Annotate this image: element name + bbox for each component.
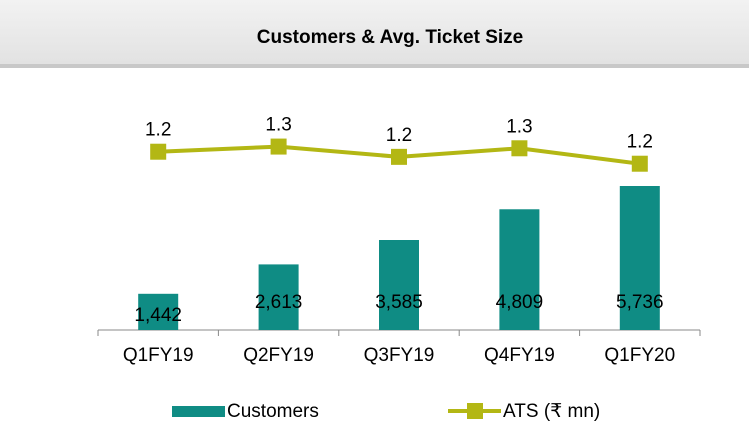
bar bbox=[619, 186, 660, 330]
bar-value-label: 2,613 bbox=[255, 292, 303, 313]
x-tick-label: Q2FY19 bbox=[243, 345, 314, 366]
legend-label: ATS (₹ mn) bbox=[503, 401, 600, 422]
header-shadow bbox=[0, 64, 749, 68]
x-tick-label: Q1FY20 bbox=[604, 345, 675, 366]
bar-value-label: 4,809 bbox=[496, 292, 544, 313]
x-tick-label: Q4FY19 bbox=[484, 345, 555, 366]
header-band bbox=[0, 0, 749, 64]
bar-value-label: 3,585 bbox=[375, 292, 423, 313]
line-marker bbox=[270, 138, 287, 155]
line-value-label: 1.3 bbox=[506, 116, 532, 137]
line-value-label: 1.2 bbox=[145, 120, 171, 141]
bar bbox=[379, 240, 419, 330]
bar-value-label: 1,442 bbox=[134, 305, 182, 326]
x-tick-label: Q1FY19 bbox=[123, 345, 194, 366]
line-marker bbox=[150, 143, 167, 160]
legend-swatch bbox=[172, 406, 225, 417]
line-value-label: 1.3 bbox=[265, 115, 291, 136]
line-value-label: 1.2 bbox=[627, 132, 653, 153]
legend-label: Customers bbox=[227, 401, 319, 422]
line-marker bbox=[631, 155, 648, 172]
line-marker bbox=[391, 148, 407, 165]
legend-marker bbox=[467, 403, 483, 419]
bar-value-label: 5,736 bbox=[616, 292, 664, 313]
bar bbox=[258, 264, 299, 330]
bar bbox=[499, 209, 540, 330]
chart-title: Customers & Avg. Ticket Size bbox=[257, 27, 523, 48]
line-marker bbox=[511, 140, 528, 157]
line-value-label: 1.2 bbox=[386, 125, 412, 146]
bar bbox=[138, 293, 179, 330]
x-tick-label: Q3FY19 bbox=[364, 345, 435, 366]
